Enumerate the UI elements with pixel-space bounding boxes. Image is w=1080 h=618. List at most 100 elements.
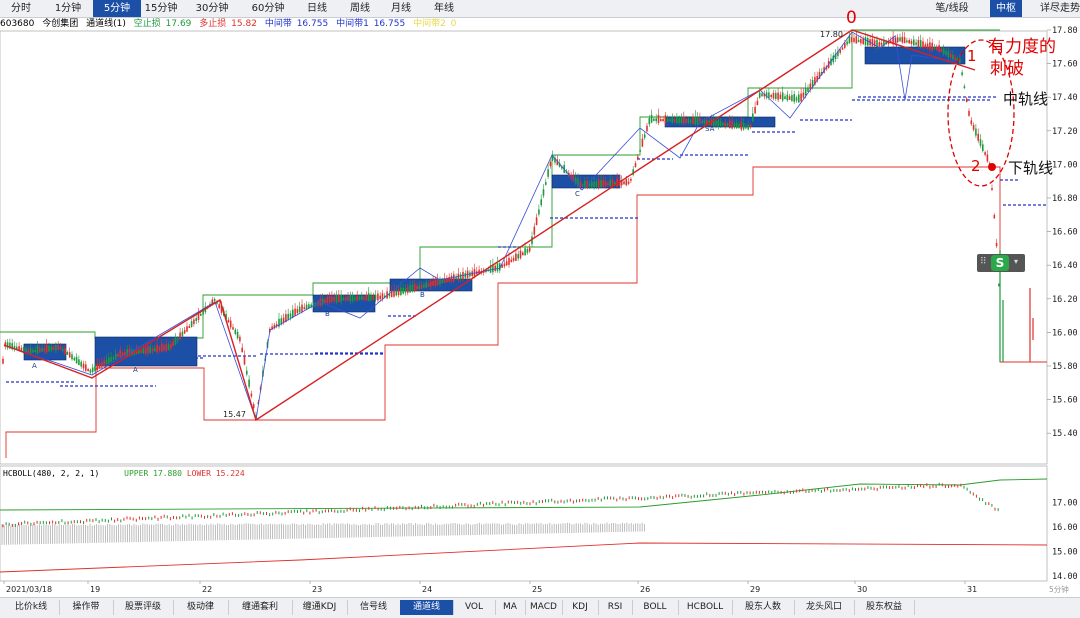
candle-body [436,279,439,286]
candle-body [496,263,499,272]
indicator-axis-label: 14.00 [1052,572,1078,582]
indicator-tab[interactable]: 通道线 [400,600,454,615]
timeframe-tab[interactable]: 分时 [11,3,31,14]
candle-body [275,324,278,327]
upper-value: 17.880 [153,469,182,478]
candle-body [804,88,807,96]
indicator-tab[interactable]: 缠通套利 [228,600,293,615]
candle-body [574,177,577,184]
indicator-tab[interactable]: 股东权益 [854,600,915,615]
candle-body [708,120,710,125]
indicator-tab[interactable]: 龙头风口 [794,600,855,615]
candle-body [499,263,501,271]
chart-info-bar: 603680 今创集团 通道线(1) 空止损 17.69 多止损 15.82 中… [0,18,461,30]
candle-body [903,37,906,44]
indicator-tab[interactable]: VOL [453,600,496,615]
candle-body [798,94,800,103]
candle-body [11,343,13,350]
indicator-tab[interactable]: HCBOLL [678,600,733,615]
candle-body [625,179,628,186]
candle-body [78,359,80,366]
timeframe-tab[interactable]: 30分钟 [195,3,229,14]
indicator-tab[interactable]: 极动律 [173,600,229,615]
indicator-tab[interactable]: 比价k线 [3,600,60,615]
candle-body [883,39,885,47]
candle-body [73,357,76,361]
timeframe-tab[interactable]: 60分钟 [251,3,285,14]
candle-body [542,189,545,196]
candle-body [864,37,867,46]
grip-icon[interactable]: ⠿ [980,257,987,267]
pivot-label: B [325,310,330,318]
timeframe-tab[interactable]: 5分钟 [93,0,141,17]
candle-body [685,118,687,123]
candle-body [501,264,503,268]
candle-body [96,363,99,370]
indicator-tab[interactable]: KDJ [562,600,599,615]
dropdown-icon[interactable]: ▾ [1014,257,1019,266]
candle-body [991,188,993,190]
date-axis-label: 19 [90,585,100,594]
candle-body [82,363,85,369]
indicator-tab[interactable]: MA [495,600,526,615]
candle-body [39,347,41,353]
timeframe-tab[interactable]: 1分钟 [54,3,82,14]
indicator-panel-name: HCBOLL [3,469,32,478]
candle-body [998,284,1000,287]
candle-body [308,304,310,309]
candle-body [170,344,172,349]
indicator-tab[interactable]: 缠通KDJ [292,600,348,615]
candle-body [443,277,446,284]
price-panel-frame [0,30,1048,465]
timeframe-tab[interactable]: 周线 [350,3,370,14]
lower-value: 15.224 [215,469,245,478]
candle-body [729,120,731,129]
candle-body [558,163,561,167]
indicator-panel-label: HCBOLL(480, 2, 2, 1) UPPER 17.880 LOWER … [3,469,245,478]
candle-body [738,124,740,129]
candle-body [239,336,241,342]
candle-body [551,155,554,161]
indicator-tab[interactable]: 股票评级 [113,600,174,615]
indicator-tab[interactable]: 信号线 [347,600,401,615]
timeframe-tab[interactable]: 日线 [307,3,327,14]
floating-signal-widget[interactable]: ⠿ S ▾ [977,254,1025,272]
candle-body [784,96,786,100]
price-axis-label: 17.20 [1052,127,1078,137]
view-mode-tab[interactable]: 中枢 [990,0,1022,17]
candle-body [600,180,602,188]
candle-body [236,331,239,339]
view-mode-tab[interactable]: 详尽走势 [1040,3,1080,14]
candle-body [765,92,768,98]
indicator-tab[interactable]: 操作带 [59,600,114,615]
candle-body [220,305,223,313]
candle-body [791,95,793,101]
candle-body [492,264,494,273]
indicator-tab[interactable]: RSI [598,600,633,615]
candle-body [505,261,508,266]
timeframe-tab[interactable]: 月线 [391,3,411,14]
candle-body [577,178,579,187]
indicator-tab[interactable]: MACD [525,600,563,615]
candle-body [850,37,853,42]
timeframe-tab[interactable]: 年线 [434,3,454,14]
timeframe-tab[interactable]: 15分钟 [144,3,178,14]
indicator-tab[interactable]: 股东人数 [732,600,795,615]
chart-area[interactable]: 17.80 17.60 17.40 17.20 17.00 16.80 16.60 16.40… [0,17,1080,597]
candle-body [666,118,669,122]
signal-s-button[interactable]: S [991,255,1009,271]
candle-body [800,93,802,102]
candle-body [298,306,301,312]
date-axis-label: 2021/03/18 [6,585,52,594]
candle-body [938,45,940,53]
candle-body [919,40,922,48]
candle-body [779,94,782,100]
indicator-panel-params: (480, 2, 2, 1) [31,469,100,478]
view-mode-tab[interactable]: 笔/线段 [935,3,969,14]
indicator-tab[interactable]: BOLL [632,600,679,615]
price-chart[interactable]: 17.80 17.60 17.40 17.20 17.00 16.80 16.60 16.40… [0,17,1080,597]
candle-body [450,275,453,282]
candle-body [354,297,356,300]
candle-body [303,307,306,310]
candle-body [494,265,496,271]
